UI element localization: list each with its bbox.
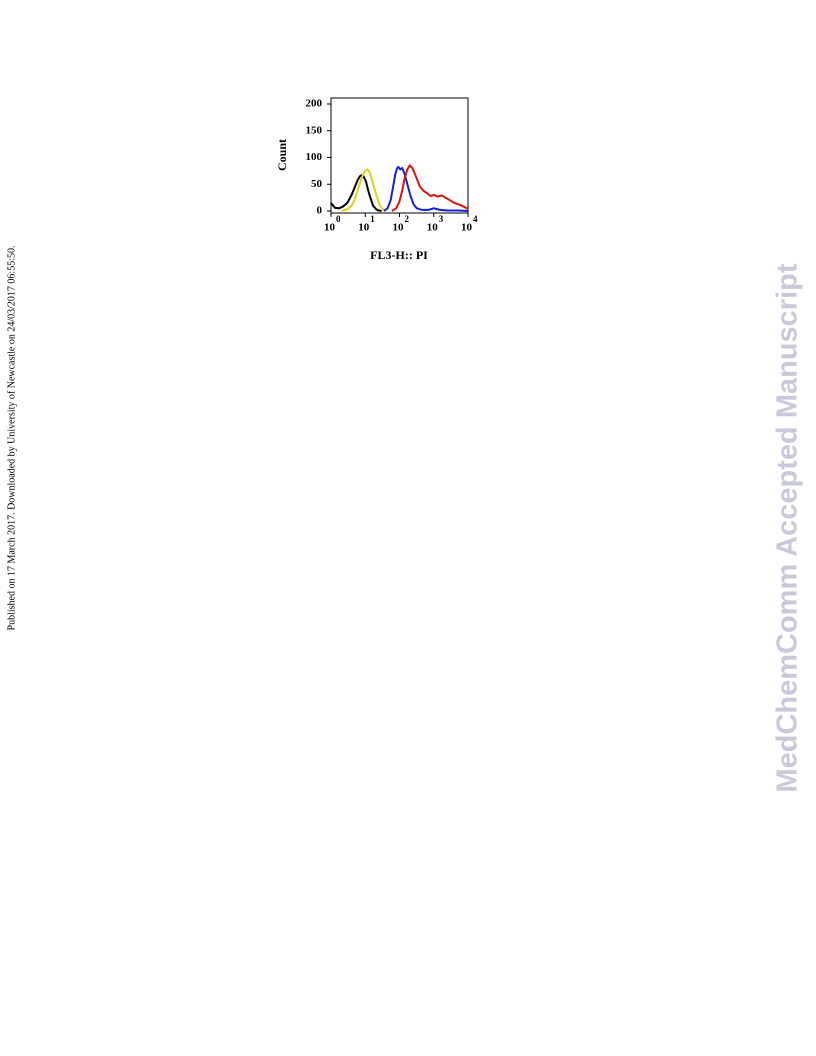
x-tick-exponent: 0 [336,214,341,224]
x-axis-label: FL3-H:: PI [370,248,428,262]
y-tick-label: 0 [317,205,323,217]
x-tick-exponent: 4 [473,214,478,224]
x-tick-exponent: 1 [370,214,375,224]
x-tick-label: 10 [324,222,336,234]
y-tick-label: 150 [306,124,323,136]
x-tick-label: 10 [427,222,439,234]
series-line [383,165,469,212]
series-line [341,167,387,212]
series-line [391,163,469,212]
x-tick-exponent: 3 [439,214,444,224]
y-tick-label: 50 [311,178,323,190]
x-tick-label: 10 [461,222,473,234]
side-note: Published on 17 March 2017. Downloaded b… [6,246,17,631]
watermark: MedChemComm Accepted Manuscript [772,263,804,792]
y-tick-label: 100 [306,151,323,163]
x-tick-label: 10 [358,222,370,234]
y-axis-label: Count [275,139,289,171]
x-tick-label: 10 [393,222,405,234]
y-tick-label: 200 [306,98,323,110]
x-tick-exponent: 2 [405,214,410,224]
series-line [330,174,382,212]
